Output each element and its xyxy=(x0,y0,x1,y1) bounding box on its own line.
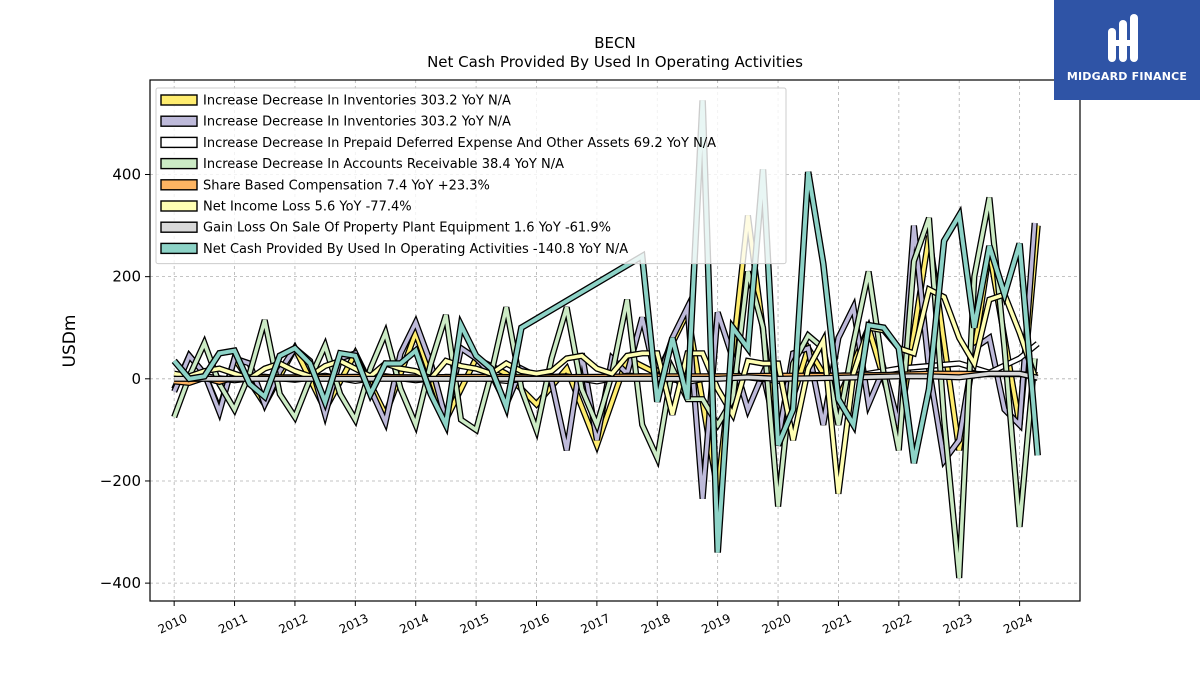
legend-label: Net Cash Provided By Used In Operating A… xyxy=(203,242,628,257)
legend-label: Increase Decrease In Prepaid Deferred Ex… xyxy=(203,136,716,151)
legend-label: Net Income Loss 5.6 YoY -77.4% xyxy=(203,200,412,215)
chart-subtitle: Net Cash Provided By Used In Operating A… xyxy=(427,53,803,71)
legend-label: Gain Loss On Sale Of Property Plant Equi… xyxy=(203,221,611,236)
x-tick-label: 2022 xyxy=(880,611,914,637)
legend: Increase Decrease In Inventories 303.2 Y… xyxy=(155,87,787,265)
series-line xyxy=(172,197,1037,579)
legend-label: Share Based Compensation 7.4 YoY +23.3% xyxy=(203,178,490,193)
legend-swatch xyxy=(160,136,198,149)
x-tick-label: 2018 xyxy=(639,611,673,637)
y-axis-label: USDm xyxy=(60,315,80,368)
legend-swatch xyxy=(160,94,198,106)
logo-text: MIDGARD FINANCE xyxy=(1066,70,1188,83)
legend-label: Increase Decrease In Inventories 303.2 Y… xyxy=(203,94,511,109)
x-tick-label: 2024 xyxy=(1001,611,1035,637)
x-tick-label: 2016 xyxy=(518,611,552,637)
chart-title: BECN xyxy=(594,34,635,52)
series-layer xyxy=(171,100,1041,579)
x-tick-label: 2015 xyxy=(458,611,492,637)
logo-mark-icon xyxy=(1108,14,1138,62)
series-line xyxy=(172,100,1040,553)
y-tick-label: −200 xyxy=(100,472,141,490)
x-tick-label: 2011 xyxy=(216,611,250,637)
plot-frame xyxy=(149,79,1081,602)
y-tick-label: 200 xyxy=(112,268,141,286)
x-tick-label: 2023 xyxy=(941,611,975,637)
legend-swatch xyxy=(160,242,198,255)
x-tick-label: 2010 xyxy=(156,611,190,637)
legend-swatch xyxy=(160,221,198,233)
legend-swatch xyxy=(160,179,198,191)
y-tick-label: 400 xyxy=(112,165,141,183)
x-tick-label: 2012 xyxy=(277,611,311,637)
legend-label: Increase Decrease In Inventories 303.2 Y… xyxy=(203,115,511,130)
brand-logo: MIDGARD FINANCE xyxy=(1054,0,1200,100)
y-tick-label: −400 xyxy=(100,574,141,592)
legend-label: Increase Decrease In Accounts Receivable… xyxy=(203,157,564,172)
x-tick-label: 2017 xyxy=(579,611,613,637)
x-tick-label: 2021 xyxy=(820,611,854,637)
legend-box xyxy=(155,87,787,265)
y-tick-label: 0 xyxy=(131,370,141,388)
x-tick-label: 2020 xyxy=(760,611,794,637)
legend-swatch xyxy=(160,157,198,170)
x-tick-label: 2014 xyxy=(397,611,431,637)
series-line xyxy=(174,371,1039,381)
legend-swatch xyxy=(160,200,198,212)
x-tick-label: 2013 xyxy=(337,611,371,637)
legend-swatch xyxy=(160,115,198,127)
x-tick-label: 2019 xyxy=(699,611,733,637)
